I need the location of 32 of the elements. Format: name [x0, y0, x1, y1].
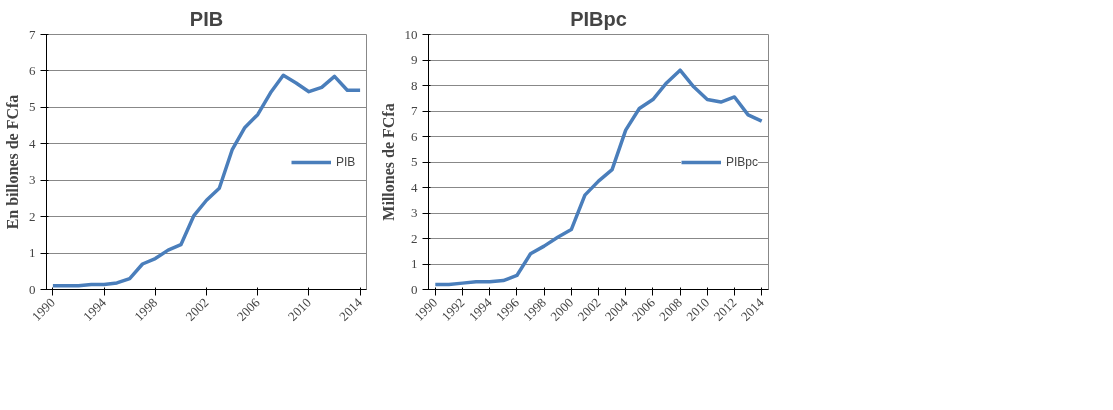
y-tick-label: 7 — [411, 103, 418, 118]
y-tick-label: 4 — [29, 135, 36, 151]
x-tick-label: 2010 — [683, 294, 713, 324]
y-tick-label: 2 — [411, 230, 418, 246]
y-tick-label: 1 — [411, 256, 418, 271]
y-tick-label: 9 — [411, 52, 418, 67]
x-tick-label: 1990 — [411, 294, 441, 324]
y-tick-label: 6 — [29, 62, 36, 78]
legend-label: PIBpc — [725, 154, 758, 169]
y-tick-label: 5 — [411, 154, 418, 169]
legend-label: PIB — [336, 154, 356, 169]
y-tick-label: 6 — [411, 128, 418, 144]
line-series — [51, 73, 362, 288]
y-tick-label: 3 — [29, 172, 36, 188]
chart-title: PIB — [189, 7, 224, 30]
y-tick-label: 5 — [29, 99, 36, 115]
y-tick-label: 8 — [411, 77, 418, 93]
y-tick-label: 3 — [411, 205, 418, 220]
y-tick-label: 4 — [411, 179, 418, 195]
x-tick-label: 2000 — [547, 294, 577, 324]
y-tick-label: 0 — [411, 281, 418, 297]
y-tick-label: 10 — [404, 26, 418, 42]
y-tick-label: 0 — [29, 281, 36, 297]
x-tick-label: 2010 — [284, 294, 314, 324]
y-tick-label: 2 — [29, 208, 36, 224]
y-tick-label: 7 — [29, 26, 36, 42]
x-tick-label: 1990 — [28, 294, 58, 324]
y-axis-title: En billones de FCfa — [4, 94, 21, 230]
line-series — [433, 68, 764, 287]
chart-title: PIBpc — [570, 7, 627, 30]
y-axis-title: Millones de FCfa — [379, 103, 397, 221]
y-tick-label: 1 — [29, 245, 36, 261]
